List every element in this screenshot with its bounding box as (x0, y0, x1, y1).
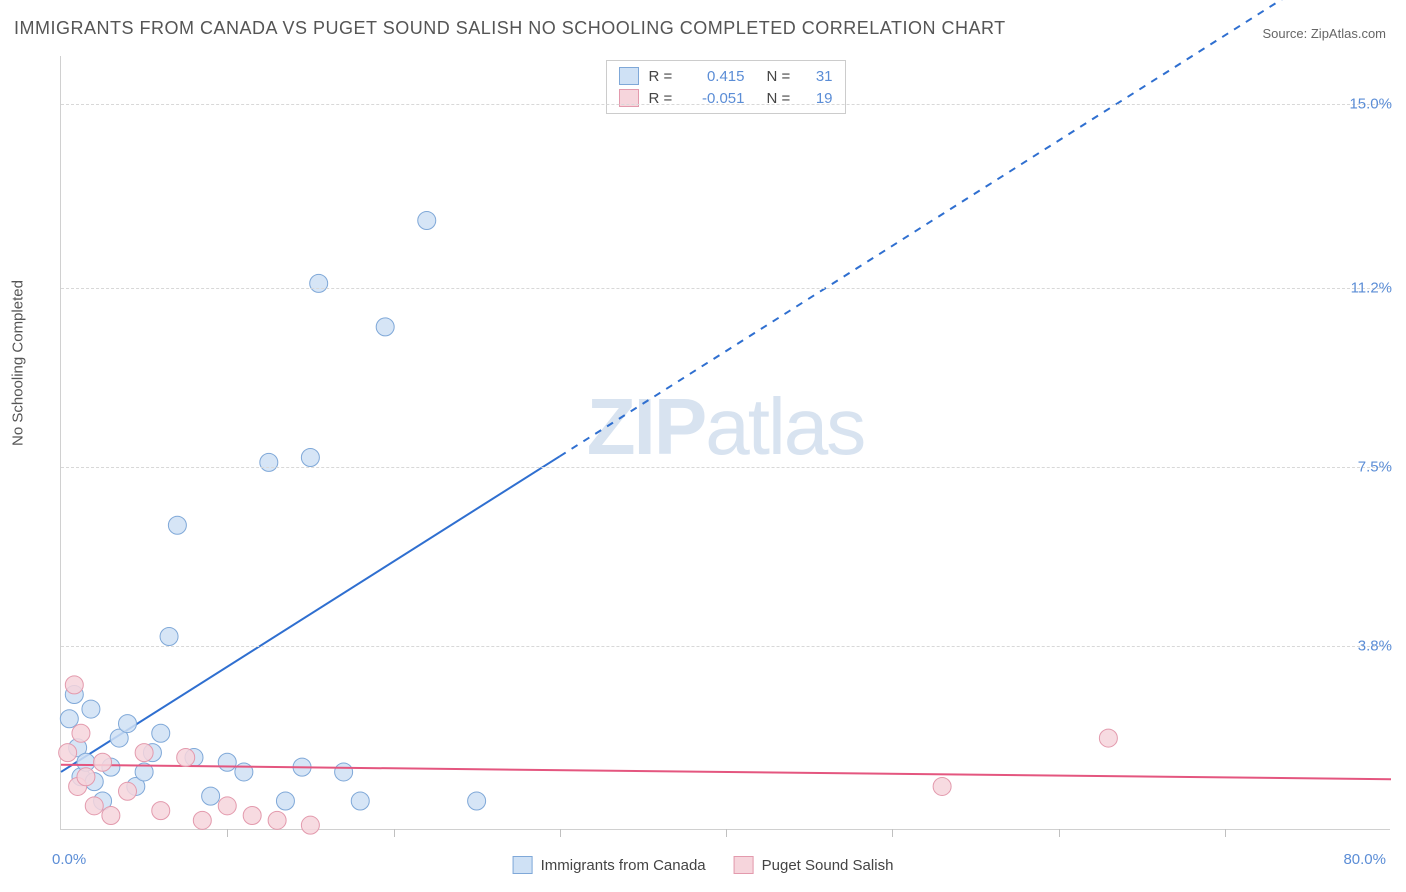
x-axis-max-label: 80.0% (1343, 851, 1386, 868)
grid-line (61, 104, 1390, 105)
grid-line (61, 646, 1390, 647)
legend-swatch (619, 67, 639, 85)
y-tick-label: 3.8% (1358, 638, 1392, 655)
legend-swatch (734, 856, 754, 874)
x-axis-min-label: 0.0% (52, 851, 86, 868)
legend-r-label: R = (649, 68, 679, 85)
legend-label: Puget Sound Salish (762, 857, 894, 874)
chart-svg (61, 56, 1390, 829)
legend-n-value: 31 (807, 68, 833, 85)
plot-area: ZIPatlas R =0.415N =31R =-0.051N =19 (60, 56, 1390, 830)
grid-line (61, 288, 1390, 289)
source-attribution: Source: ZipAtlas.com (1262, 26, 1386, 41)
y-tick-label: 7.5% (1358, 459, 1392, 476)
y-tick-label: 11.2% (1351, 280, 1392, 297)
legend-item: Immigrants from Canada (513, 856, 706, 874)
legend-swatch (513, 856, 533, 874)
y-axis-label: No Schooling Completed (10, 280, 27, 446)
x-tick (726, 829, 727, 837)
chart-title: IMMIGRANTS FROM CANADA VS PUGET SOUND SA… (14, 18, 1006, 39)
x-tick (1225, 829, 1226, 837)
legend-n-label: N = (767, 68, 797, 85)
legend-r-value: 0.415 (689, 68, 745, 85)
x-tick (227, 829, 228, 837)
x-tick (1059, 829, 1060, 837)
legend-row: R =-0.051N =19 (619, 87, 833, 109)
legend-row: R = 0.415 N = 31 (619, 65, 833, 87)
x-tick (560, 829, 561, 837)
y-tick-label: 15.0% (1349, 96, 1392, 113)
grid-line (61, 467, 1390, 468)
legend-label: Immigrants from Canada (541, 857, 706, 874)
legend-item: Puget Sound Salish (734, 856, 894, 874)
legend-series: Immigrants from Canada Puget Sound Salish (513, 856, 894, 874)
x-tick (394, 829, 395, 837)
x-tick (892, 829, 893, 837)
legend-correlation: R = 0.415 N = 31 R =-0.051N =19 (606, 60, 846, 114)
